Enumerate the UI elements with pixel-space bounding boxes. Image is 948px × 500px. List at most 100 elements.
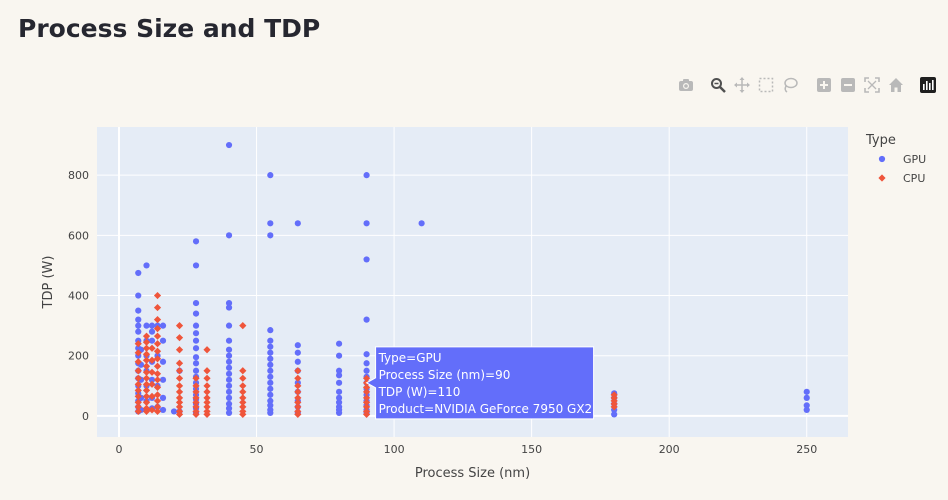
gpu-point[interactable]: [267, 391, 274, 398]
gpu-point[interactable]: [803, 402, 810, 409]
gpu-point[interactable]: [225, 370, 233, 377]
cpu-point[interactable]: [153, 383, 162, 391]
gpu-point[interactable]: [192, 310, 200, 317]
cpu-point[interactable]: [134, 349, 142, 357]
gpu-point[interactable]: [225, 304, 233, 311]
cpu-point[interactable]: [134, 367, 142, 375]
cpu-point[interactable]: [294, 374, 302, 382]
gpu-point[interactable]: [192, 360, 200, 367]
gpu-point[interactable]: [192, 262, 200, 269]
gpu-point[interactable]: [267, 373, 274, 380]
cpu-point[interactable]: [175, 407, 184, 416]
gpu-point[interactable]: [225, 409, 233, 417]
gpu-point[interactable]: [225, 232, 233, 239]
cpu-point[interactable]: [134, 358, 142, 366]
cpu-point[interactable]: [192, 407, 200, 416]
gpu-point[interactable]: [363, 172, 370, 179]
gpu-point[interactable]: [225, 141, 233, 149]
gpu-point[interactable]: [192, 345, 200, 352]
gpu-point[interactable]: [135, 269, 142, 277]
cpu-point[interactable]: [148, 406, 156, 414]
cpu-point[interactable]: [239, 394, 247, 402]
gpu-point[interactable]: [135, 316, 142, 323]
cpu-point[interactable]: [142, 392, 151, 400]
cpu-point[interactable]: [175, 322, 184, 330]
cpu-point[interactable]: [175, 359, 184, 367]
cpu-point[interactable]: [153, 376, 162, 384]
gpu-point[interactable]: [267, 367, 274, 374]
cpu-point[interactable]: [362, 383, 371, 391]
gpu-point[interactable]: [192, 330, 200, 337]
cpu-point[interactable]: [175, 374, 184, 382]
zoom-icon[interactable]: [708, 75, 728, 95]
gpu-point[interactable]: [148, 322, 156, 329]
legend-marker-gpu[interactable]: [878, 155, 886, 163]
box-select-icon[interactable]: [756, 75, 776, 95]
legend-marker-cpu[interactable]: [878, 174, 886, 182]
cpu-point[interactable]: [142, 338, 151, 346]
cpu-point[interactable]: [175, 382, 184, 390]
gpu-point[interactable]: [148, 337, 156, 344]
gpu-point[interactable]: [267, 343, 274, 350]
home-icon[interactable]: [886, 75, 906, 95]
cpu-point[interactable]: [203, 388, 211, 396]
gpu-point[interactable]: [143, 262, 150, 269]
cpu-point[interactable]: [362, 394, 371, 402]
cpu-point[interactable]: [142, 332, 151, 340]
cpu-point[interactable]: [153, 370, 162, 378]
cpu-point[interactable]: [239, 403, 247, 411]
cpu-point[interactable]: [134, 374, 142, 382]
cpu-point[interactable]: [153, 355, 162, 363]
gpu-point[interactable]: [267, 232, 274, 239]
gpu-point[interactable]: [143, 322, 150, 329]
gpu-point[interactable]: [294, 220, 301, 227]
cpu-point[interactable]: [192, 398, 200, 406]
cpu-point[interactable]: [148, 356, 156, 364]
gpu-point[interactable]: [225, 394, 233, 401]
gpu-point[interactable]: [363, 256, 370, 263]
cpu-point[interactable]: [142, 404, 151, 413]
cpu-point[interactable]: [192, 388, 200, 396]
gpu-point[interactable]: [159, 406, 167, 414]
cpu-point[interactable]: [148, 392, 156, 400]
autoscale-icon[interactable]: [862, 75, 882, 95]
gpu-point[interactable]: [267, 355, 274, 362]
gpu-point[interactable]: [335, 394, 343, 401]
cpu-point[interactable]: [134, 403, 142, 411]
cpu-point[interactable]: [134, 392, 142, 400]
gpu-point[interactable]: [294, 358, 301, 365]
gpu-point[interactable]: [192, 322, 200, 329]
gpu-point[interactable]: [335, 367, 343, 374]
gpu-point[interactable]: [159, 376, 167, 383]
cpu-point[interactable]: [175, 346, 184, 354]
cpu-point[interactable]: [153, 325, 162, 333]
cpu-point[interactable]: [239, 388, 247, 396]
gpu-point[interactable]: [225, 364, 233, 371]
gpu-point[interactable]: [267, 402, 274, 409]
gpu-point[interactable]: [159, 322, 167, 329]
cpu-point[interactable]: [192, 394, 200, 402]
cpu-point[interactable]: [239, 322, 247, 330]
cpu-point[interactable]: [134, 398, 142, 406]
pan-icon[interactable]: [732, 75, 752, 95]
gpu-point[interactable]: [335, 372, 343, 379]
cpu-point[interactable]: [153, 332, 162, 340]
gpu-point[interactable]: [363, 351, 370, 358]
gpu-point[interactable]: [225, 299, 233, 307]
gpu-point[interactable]: [267, 397, 274, 404]
cpu-point[interactable]: [175, 398, 184, 406]
cpu-point[interactable]: [239, 398, 247, 406]
gpu-point[interactable]: [363, 220, 370, 227]
cpu-point[interactable]: [294, 403, 302, 411]
gpu-point[interactable]: [135, 307, 142, 314]
gpu-point[interactable]: [267, 385, 274, 392]
gpu-point[interactable]: [267, 406, 274, 414]
gpu-point[interactable]: [225, 358, 233, 365]
gpu-point[interactable]: [225, 400, 233, 407]
gpu-point[interactable]: [192, 367, 200, 374]
cpu-point[interactable]: [294, 398, 302, 406]
gpu-point[interactable]: [225, 352, 233, 359]
gpu-point[interactable]: [159, 394, 167, 401]
cpu-point[interactable]: [153, 397, 162, 405]
gpu-point[interactable]: [225, 322, 233, 329]
